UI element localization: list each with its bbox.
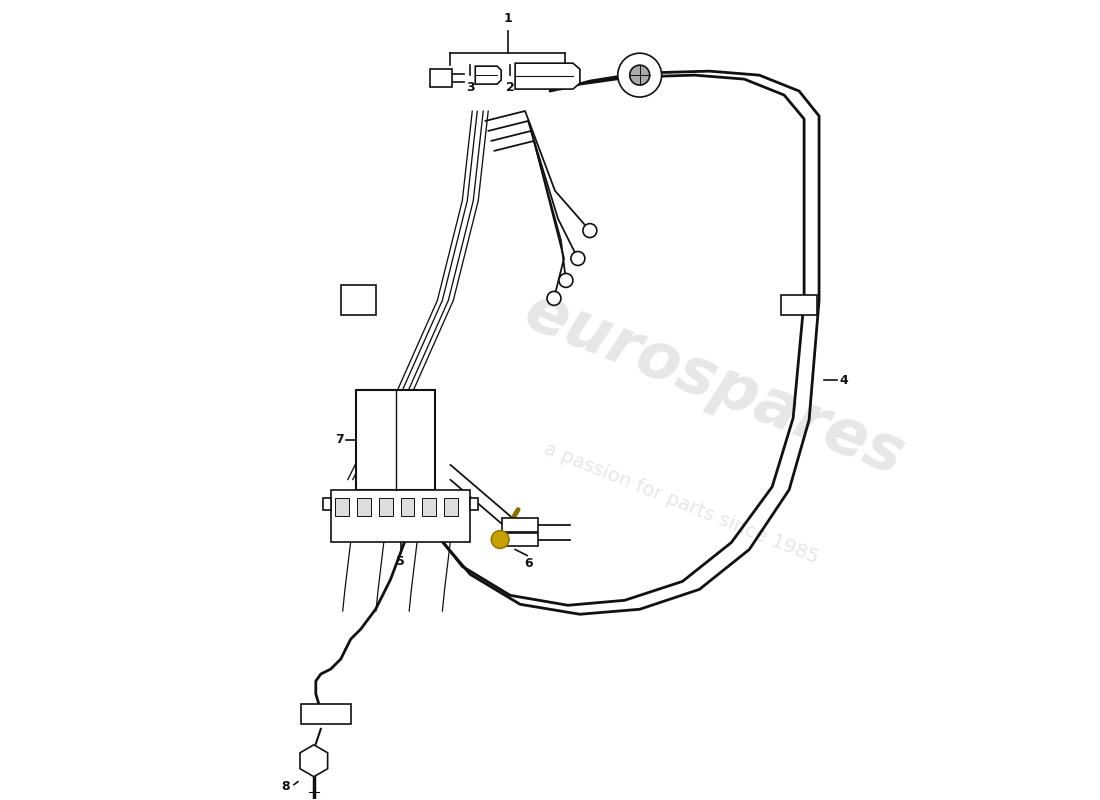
Polygon shape [300, 745, 328, 777]
Bar [334, 498, 349, 515]
Bar [422, 498, 437, 515]
Bar [444, 498, 459, 515]
Circle shape [547, 291, 561, 306]
Text: 5: 5 [396, 555, 405, 569]
Text: 4: 4 [839, 374, 848, 386]
Text: 6: 6 [524, 558, 532, 570]
Circle shape [559, 274, 573, 287]
Bar [322, 498, 331, 510]
Bar [341, 286, 375, 315]
Bar [400, 498, 415, 515]
Circle shape [629, 65, 650, 85]
Bar [503, 518, 538, 531]
Polygon shape [475, 66, 502, 84]
Bar [355, 390, 436, 490]
Text: a passion for parts since 1985: a passion for parts since 1985 [541, 439, 822, 568]
Circle shape [492, 530, 509, 549]
Text: 3: 3 [466, 81, 474, 94]
Text: 7: 7 [336, 434, 343, 446]
Bar [301, 704, 351, 724]
Text: 2: 2 [506, 81, 515, 94]
Bar [503, 533, 538, 546]
Bar [471, 498, 478, 510]
Circle shape [618, 54, 661, 97]
Bar [430, 69, 452, 87]
Text: 1: 1 [504, 12, 512, 26]
Bar [356, 498, 371, 515]
Bar [331, 490, 471, 542]
Circle shape [583, 224, 597, 238]
Circle shape [571, 251, 585, 266]
Polygon shape [515, 63, 580, 89]
Text: eurospares: eurospares [516, 280, 913, 489]
Bar [781, 295, 817, 315]
Bar [378, 498, 393, 515]
Text: 8: 8 [282, 780, 290, 793]
